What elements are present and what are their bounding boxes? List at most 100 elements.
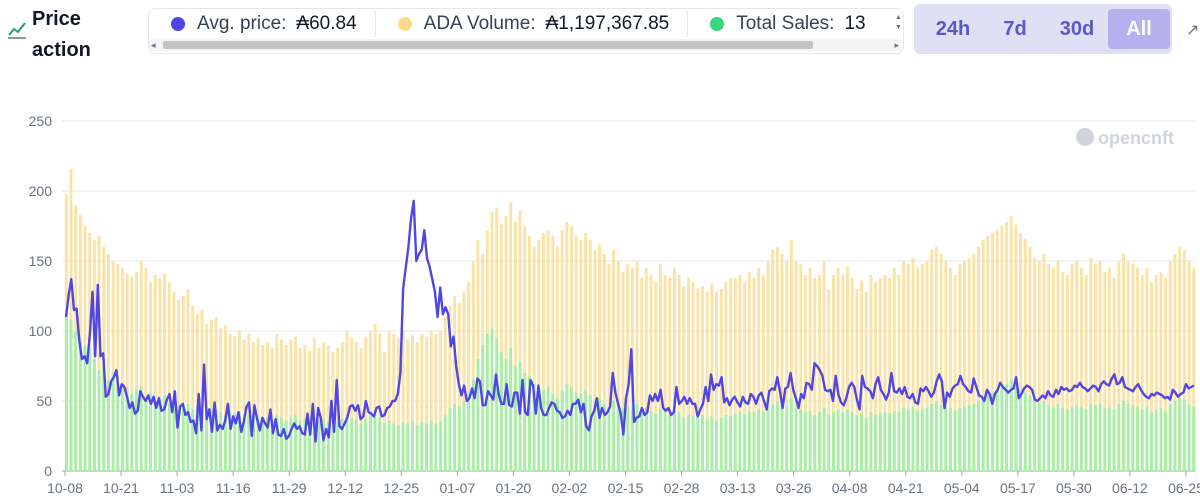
x-tick-label: 10-21 bbox=[103, 480, 139, 496]
sales-bar bbox=[1014, 387, 1018, 471]
volume-bar bbox=[373, 324, 377, 471]
x-tick-label: 01-07 bbox=[439, 480, 475, 496]
legend-item[interactable]: ADA Volume: ₳1,197,367.85 bbox=[376, 11, 689, 37]
sales-bar bbox=[850, 412, 854, 471]
legend-scroll-box[interactable]: Avg. price: ₳60.84 ADA Volume: ₳1,197,367.8… bbox=[148, 8, 904, 54]
sales-bar bbox=[368, 415, 372, 471]
sales-bar bbox=[1136, 406, 1139, 471]
sales-bar bbox=[1056, 403, 1060, 471]
legend-item[interactable]: Total Sales: 13 bbox=[688, 11, 883, 37]
sales-bar bbox=[892, 410, 896, 471]
volume-bar bbox=[186, 289, 190, 471]
volume-bar bbox=[97, 235, 101, 471]
sales-bar bbox=[387, 420, 391, 471]
volume-bar bbox=[897, 275, 901, 471]
volume-bar bbox=[832, 275, 835, 471]
sales-bar bbox=[439, 422, 443, 471]
scroll-right-icon[interactable]: ▸ bbox=[894, 40, 899, 50]
volume-bar bbox=[649, 275, 653, 471]
y-tick-label: 250 bbox=[29, 113, 53, 129]
overflow-indicator-icon: ↗ bbox=[1186, 22, 1200, 39]
sales-bar bbox=[298, 420, 302, 471]
range-button-7d[interactable]: 7d bbox=[1003, 17, 1027, 40]
range-button-all[interactable]: All bbox=[1108, 9, 1170, 49]
volume-bar bbox=[294, 336, 297, 471]
sales-bar bbox=[803, 412, 807, 471]
sales-bar bbox=[794, 408, 798, 471]
sales-bar bbox=[551, 394, 555, 471]
legend-horizontal-scrollbar[interactable]: ◂ ▸ bbox=[149, 39, 901, 51]
volume-bar bbox=[406, 339, 410, 471]
sales-bar bbox=[167, 403, 171, 471]
line-chart-icon bbox=[8, 22, 26, 39]
sales-bar bbox=[574, 392, 578, 471]
range-button-24h[interactable]: 24h bbox=[935, 17, 971, 40]
volume-bar bbox=[387, 331, 391, 471]
volume-bar bbox=[677, 275, 681, 471]
sales-bar bbox=[738, 412, 742, 471]
volume-bar bbox=[687, 277, 690, 471]
x-tick-label: 05-30 bbox=[1056, 480, 1092, 496]
scroll-left-icon[interactable]: ◂ bbox=[151, 40, 156, 50]
sales-bar bbox=[874, 415, 878, 471]
sales-bar bbox=[523, 373, 527, 471]
sales-bar bbox=[607, 406, 611, 471]
volume-bar bbox=[1056, 261, 1060, 471]
legend-item[interactable]: Avg. price: ₳60.84 bbox=[149, 11, 376, 37]
sales-bar bbox=[1019, 389, 1023, 471]
sales-bar bbox=[1103, 408, 1107, 471]
x-tick-label: 11-29 bbox=[272, 480, 307, 496]
sales-bar bbox=[584, 389, 588, 471]
x-tick-label: 12-25 bbox=[383, 480, 419, 496]
chart-title: Price action bbox=[32, 8, 91, 61]
sales-bar bbox=[326, 422, 330, 471]
volume-bar bbox=[191, 305, 195, 471]
sales-bar bbox=[420, 422, 424, 471]
volume-bar bbox=[822, 261, 826, 471]
sales-bar bbox=[1093, 405, 1097, 471]
sales-bar bbox=[626, 406, 630, 471]
volume-bar bbox=[724, 282, 728, 471]
x-tick-label: 03-26 bbox=[776, 480, 812, 496]
legend-stepper[interactable]: ▲ ▼ bbox=[895, 14, 902, 31]
sales-bar bbox=[289, 417, 293, 471]
volume-bar bbox=[1093, 263, 1097, 471]
volume-bar bbox=[219, 328, 223, 471]
sales-bar bbox=[1033, 401, 1037, 471]
volume-bar bbox=[560, 230, 564, 471]
scrollbar-thumb[interactable] bbox=[163, 41, 813, 49]
volume-bar bbox=[546, 230, 550, 471]
volume-bar bbox=[1159, 272, 1163, 471]
volume-bar bbox=[869, 275, 873, 471]
sales-bar bbox=[448, 408, 452, 471]
sales-bar bbox=[223, 415, 227, 471]
volume-bar bbox=[158, 277, 162, 471]
x-tick-label: 06-12 bbox=[1112, 480, 1148, 496]
volume-bar bbox=[1150, 282, 1154, 471]
sales-bar bbox=[630, 409, 634, 471]
x-tick-label: 01-20 bbox=[495, 480, 531, 496]
sales-bar bbox=[729, 416, 733, 471]
sales-bar bbox=[1009, 380, 1013, 471]
sales-bar bbox=[1037, 403, 1041, 471]
sales-bar bbox=[364, 419, 368, 471]
volume-bar bbox=[1037, 261, 1041, 471]
volume-bar bbox=[766, 261, 770, 471]
volume-bar bbox=[1070, 263, 1074, 471]
sales-bar bbox=[467, 394, 471, 471]
sales-bar bbox=[1112, 409, 1116, 471]
legend-value: ₳1,197,367.85 bbox=[545, 13, 670, 34]
sales-bar bbox=[1079, 406, 1083, 471]
sales-bar bbox=[883, 412, 887, 471]
sales-bar bbox=[1075, 405, 1079, 471]
y-tick-label: 150 bbox=[29, 253, 53, 269]
sales-bar bbox=[888, 413, 892, 471]
volume-bar bbox=[359, 347, 363, 471]
volume-bar bbox=[808, 268, 812, 471]
y-tick-label: 100 bbox=[29, 323, 53, 339]
volume-bar bbox=[701, 286, 704, 471]
sales-bar bbox=[743, 415, 747, 471]
sales-bar bbox=[471, 380, 475, 471]
range-button-30d[interactable]: 30d bbox=[1059, 17, 1095, 40]
watermark-text: opencnft bbox=[1098, 128, 1174, 148]
